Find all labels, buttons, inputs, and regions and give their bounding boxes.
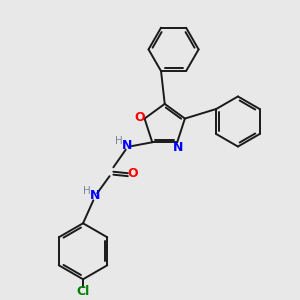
Text: N: N	[122, 139, 132, 152]
Text: Cl: Cl	[76, 284, 90, 298]
Text: O: O	[128, 167, 138, 180]
Text: O: O	[134, 111, 145, 124]
Text: H: H	[83, 187, 90, 196]
Text: N: N	[172, 141, 183, 154]
Text: H: H	[115, 136, 123, 146]
Text: N: N	[90, 189, 100, 202]
